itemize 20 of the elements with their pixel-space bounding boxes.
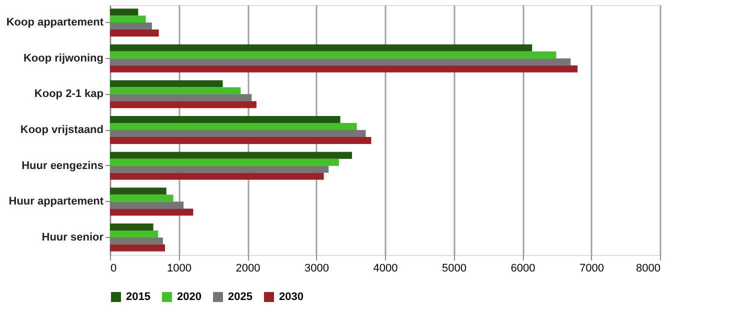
y-tick-label: Huur senior — [42, 231, 104, 244]
x-tick-label: 1000 — [167, 262, 192, 274]
x-tick-label: 6000 — [510, 262, 536, 274]
x-tick-label: 7000 — [580, 262, 604, 274]
legend-label: 2030 — [279, 291, 304, 303]
y-tick-label: Koop rijwoning — [23, 52, 104, 64]
y-tick-label: Koop appartement — [6, 16, 104, 29]
x-tick-label: 8000 — [636, 262, 660, 274]
x-tick-label: 3000 — [304, 262, 329, 274]
x-tick-label: 5000 — [442, 262, 466, 274]
y-tick-label: Koop vrijstaand — [20, 124, 104, 136]
x-tick-label: 0 — [110, 262, 117, 274]
y-tick-label: Koop 2-1 kap — [34, 88, 104, 100]
x-tick-label: 4000 — [373, 262, 398, 274]
x-tick-label: 2000 — [236, 262, 260, 274]
legend-label: 2020 — [177, 291, 202, 303]
legend-label: 2015 — [126, 291, 150, 303]
legend-label: 2025 — [228, 291, 252, 303]
y-tick-label: Huur eengezins — [22, 160, 104, 172]
y-tick-label: Huur appartement — [8, 196, 104, 208]
